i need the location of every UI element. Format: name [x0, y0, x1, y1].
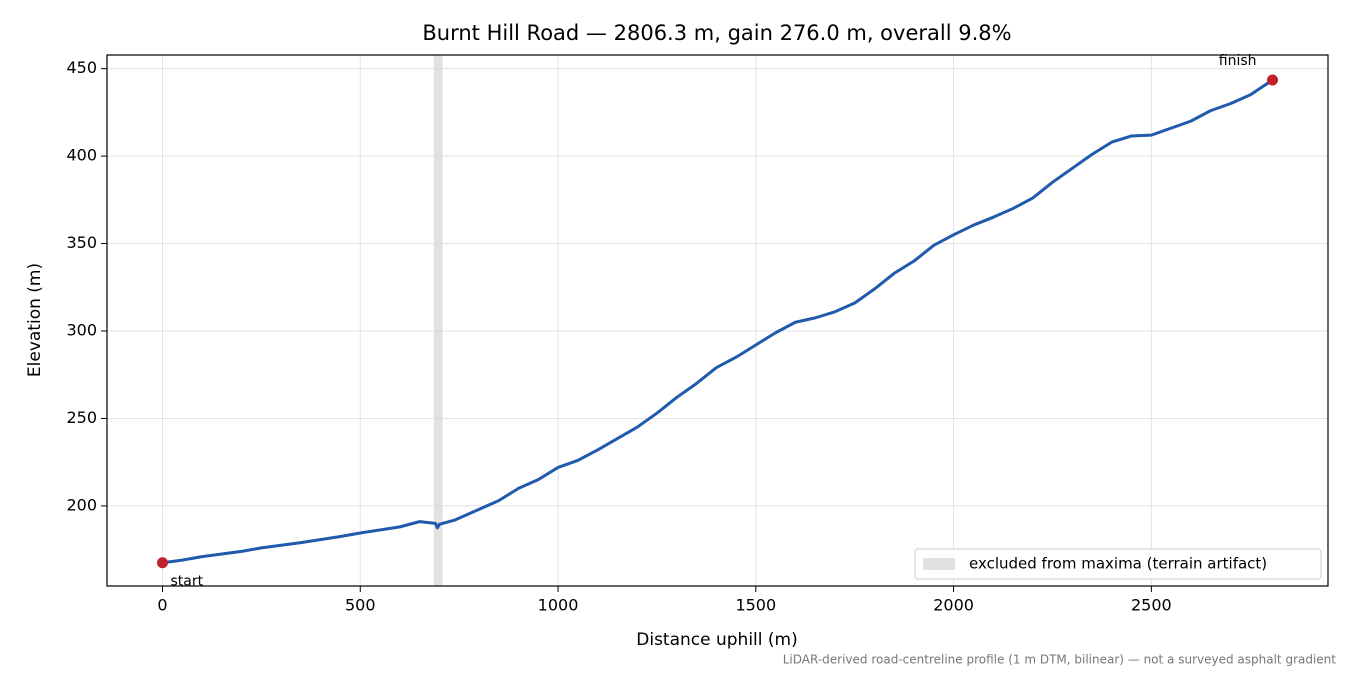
x-tick-label: 1000 — [538, 596, 579, 615]
elevation-line — [162, 78, 1274, 565]
x-tick-label: 2000 — [933, 596, 974, 615]
y-tick-label: 200 — [66, 495, 97, 514]
y-tick-label: 350 — [66, 233, 97, 252]
legend-swatch — [923, 558, 955, 570]
start-label: start — [170, 574, 203, 590]
x-tick-label: 1500 — [735, 596, 776, 615]
legend-box — [914, 548, 1322, 580]
y-tick-label: 450 — [66, 58, 97, 77]
y-tick-label: 400 — [66, 146, 97, 165]
plot-frame — [106, 54, 1329, 587]
y-axis-label: Elevation (m) — [25, 263, 45, 377]
y-tick-label: 300 — [66, 320, 97, 339]
footnote: LiDAR-derived road-centreline profile (1… — [783, 653, 1337, 667]
x-tick-label: 500 — [345, 596, 376, 615]
start-point — [156, 557, 168, 569]
chart-title: Burnt Hill Road — 2806.3 m, gain 276.0 m… — [422, 21, 1011, 45]
x-axis-label: Distance uphill (m) — [636, 630, 797, 650]
legend-label: excluded from maxima (terrain artifact) — [969, 555, 1267, 573]
x-tick-label: 0 — [157, 596, 167, 615]
finish-point — [1267, 74, 1279, 86]
excluded-region — [433, 55, 443, 586]
y-tick-label: 250 — [66, 408, 97, 427]
x-tick-label: 2500 — [1131, 596, 1172, 615]
finish-label: finish — [1219, 53, 1257, 69]
